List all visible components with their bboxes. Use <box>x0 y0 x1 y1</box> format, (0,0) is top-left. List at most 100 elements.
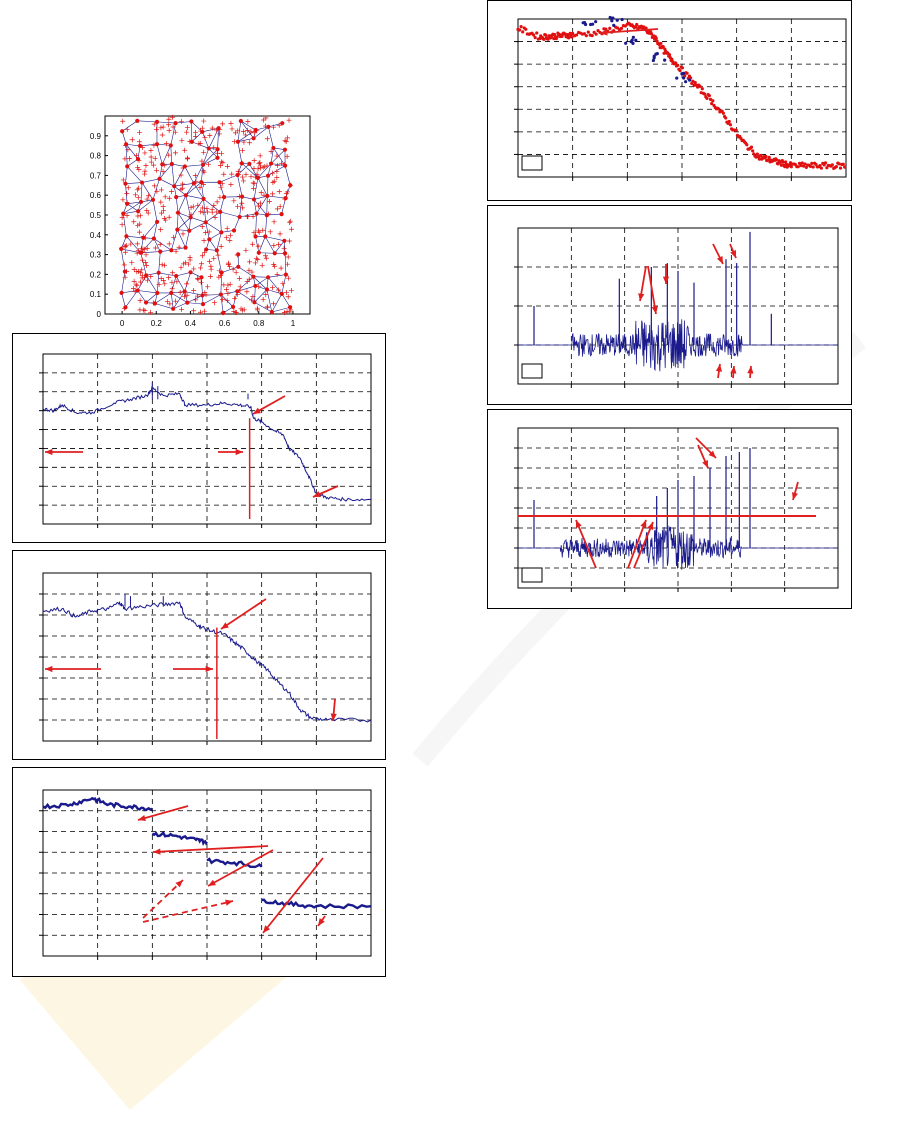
data-dot <box>691 79 695 83</box>
plus-marker <box>172 129 178 135</box>
plus-marker <box>287 219 293 225</box>
y-tick-label: 0.3 <box>90 251 102 260</box>
x-tick-label: 1 <box>291 319 296 328</box>
plus-marker <box>119 222 125 228</box>
x-tick-label: 0.6 <box>219 319 231 328</box>
data-dot-blue <box>675 76 679 80</box>
node-dot <box>168 143 173 148</box>
data-dot <box>783 160 788 164</box>
plus-marker <box>283 139 289 145</box>
annotation-arrow <box>142 879 184 919</box>
plus-marker <box>214 199 220 205</box>
node-dot <box>236 264 241 269</box>
y-tick-label: 0.2 <box>90 270 102 279</box>
annotation-arrowhead <box>225 899 233 906</box>
node-dot <box>252 300 257 305</box>
data-dot-blue <box>624 41 628 45</box>
plus-marker <box>200 168 206 174</box>
step-chart-c-panel <box>12 767 386 977</box>
data-dot <box>661 45 665 49</box>
data-dot <box>555 35 559 39</box>
plus-marker <box>195 276 201 282</box>
plus-marker <box>281 245 287 251</box>
plus-marker <box>255 166 261 172</box>
series-segment <box>261 898 372 910</box>
data-dot <box>655 39 659 43</box>
plus-marker <box>207 133 213 139</box>
plus-marker <box>199 261 205 267</box>
plus-marker <box>286 117 292 123</box>
data-dot <box>685 71 689 75</box>
node-dot <box>124 142 129 147</box>
plus-marker <box>235 203 241 209</box>
annotation-arrowhead <box>647 522 654 530</box>
plus-marker <box>188 205 194 211</box>
node-dot <box>182 289 187 294</box>
data-dot-blue <box>634 38 638 42</box>
plus-marker <box>228 182 234 188</box>
data-dot <box>774 158 779 162</box>
data-dot <box>796 165 800 169</box>
plus-marker <box>122 274 128 280</box>
node-dot <box>143 300 149 305</box>
plus-marker <box>228 120 234 126</box>
node-dot <box>288 305 293 310</box>
annotation-arrowhead <box>575 520 582 528</box>
plus-marker <box>250 213 256 219</box>
plus-marker <box>274 271 280 277</box>
plus-marker <box>270 285 276 291</box>
data-dot <box>810 161 814 165</box>
data-dot <box>517 28 522 32</box>
plus-marker <box>142 150 148 156</box>
panel-label-box <box>521 567 543 583</box>
annotation-arrowhead <box>45 448 53 456</box>
node-dot <box>136 209 141 214</box>
plus-marker <box>134 187 140 193</box>
step-chart-c <box>39 789 372 960</box>
plus-marker <box>284 189 290 195</box>
data-dot <box>803 162 807 166</box>
node-dot <box>235 289 240 294</box>
plus-marker <box>135 194 141 200</box>
plus-marker <box>240 178 246 184</box>
plus-marker <box>138 270 144 276</box>
annotation-arrow <box>137 805 189 821</box>
data-dot <box>524 27 528 31</box>
plus-marker <box>227 281 233 287</box>
node-dot <box>268 161 274 166</box>
annotation-arrowhead <box>221 622 229 629</box>
plus-marker <box>185 261 191 267</box>
plus-marker <box>159 262 165 268</box>
node-dot <box>199 180 204 185</box>
node-dot <box>204 247 209 252</box>
plus-marker <box>197 185 203 191</box>
y-tick-label: 0.1 <box>90 290 102 299</box>
plus-marker <box>134 282 140 288</box>
plus-marker <box>277 203 283 209</box>
plus-marker <box>264 136 270 142</box>
plus-marker <box>211 203 217 209</box>
plus-marker <box>225 291 231 297</box>
plus-marker <box>158 199 164 205</box>
plus-marker <box>152 155 158 161</box>
annotation-arrowhead <box>730 250 736 258</box>
plus-marker <box>161 277 167 283</box>
node-dot <box>191 181 196 186</box>
node-dot <box>216 126 221 131</box>
data-dot <box>837 162 841 166</box>
node-dot <box>239 161 244 166</box>
plus-marker <box>151 183 157 189</box>
plus-marker <box>144 196 150 202</box>
node-dot <box>207 237 212 242</box>
plus-marker <box>142 168 148 174</box>
plus-marker <box>159 210 165 216</box>
plus-marker <box>242 132 248 138</box>
node-dot <box>236 252 241 257</box>
plus-marker <box>255 307 261 313</box>
plus-marker <box>178 172 184 178</box>
plus-marker <box>233 309 239 315</box>
data-dot <box>698 84 702 88</box>
plus-marker <box>135 164 141 170</box>
plus-marker <box>267 229 273 235</box>
plus-marker <box>180 231 186 237</box>
